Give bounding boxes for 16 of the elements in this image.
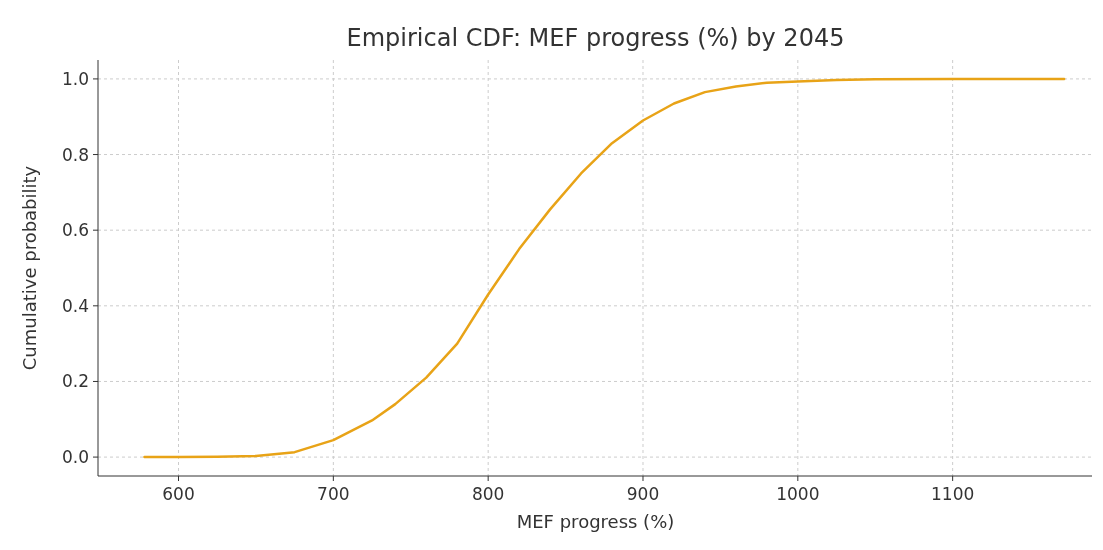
y-tick-label: 0.2 (61, 371, 89, 392)
line-series (143, 77, 1066, 459)
y-tick-label: 0.0 (61, 447, 89, 468)
y-tick-label: 0.4 (61, 295, 89, 316)
y-tick-label: 0.8 (61, 144, 89, 165)
y-tick-label: 1.0 (61, 68, 89, 89)
x-tick-label: 1100 (931, 484, 975, 504)
chart-title: Empirical CDF: MEF progress (%) by 2045 (346, 24, 845, 52)
x-axis-title: MEF progress (%) (516, 511, 675, 532)
x-tick-label: 900 (626, 484, 660, 504)
y-tick-label: 0.6 (61, 220, 89, 241)
x-tick-label: 700 (317, 484, 350, 504)
y-axis-title: Cumulative probability (19, 165, 40, 371)
x-tick-label: 600 (162, 484, 195, 504)
x-tick-label: 1000 (776, 484, 820, 504)
x-tick-label: 800 (471, 484, 505, 504)
